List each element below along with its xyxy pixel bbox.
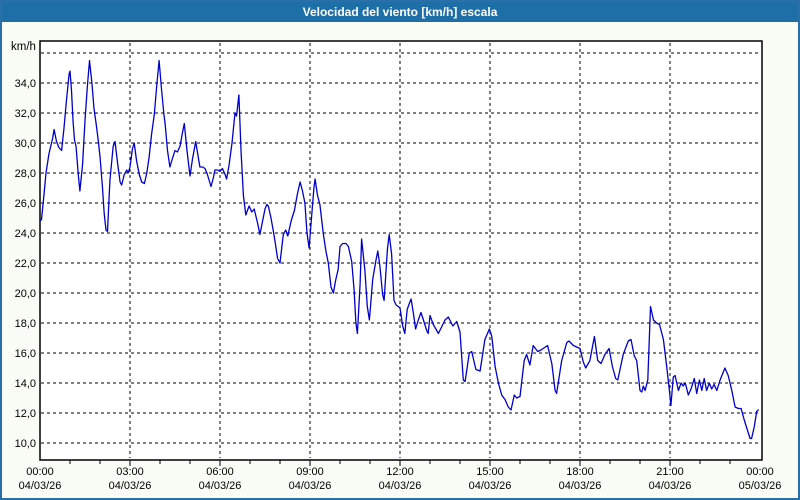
x-tick-date: 04/03/26 (289, 480, 332, 492)
x-tick-time: 12:00 (386, 466, 414, 478)
y-tick-label: 10,0 (15, 438, 36, 450)
x-tick-time: 18:00 (566, 466, 594, 478)
window-titlebar: Velocidad del viento [km/h] escala (2, 2, 798, 22)
y-tick-label: 18,0 (15, 318, 36, 330)
y-tick-label: 32,0 (15, 108, 36, 120)
y-tick-label: 14,0 (15, 378, 36, 390)
x-tick-date: 05/03/26 (739, 480, 782, 492)
y-tick-label: 16,0 (15, 348, 36, 360)
x-tick-date: 04/03/26 (19, 480, 62, 492)
y-tick-label: 30,0 (15, 138, 36, 150)
x-tick-date: 04/03/26 (559, 480, 602, 492)
y-tick-label: 28,0 (15, 168, 36, 180)
y-tick-label: 34,0 (15, 78, 36, 90)
x-tick-time: 00:00 (746, 466, 774, 478)
x-tick-time: 03:00 (116, 466, 144, 478)
x-tick-date: 04/03/26 (379, 480, 422, 492)
x-tick-time: 00:00 (26, 466, 54, 478)
y-tick-label: 12,0 (15, 408, 36, 420)
y-tick-label: 22,0 (15, 258, 36, 270)
x-tick-date: 04/03/26 (109, 480, 152, 492)
x-tick-date: 04/03/26 (649, 480, 692, 492)
wind-speed-line (39, 59, 759, 440)
y-tick-label: 26,0 (15, 198, 36, 210)
x-tick-time: 15:00 (476, 466, 504, 478)
y-tick-label: 20,0 (15, 288, 36, 300)
window-title: Velocidad del viento [km/h] escala (302, 5, 498, 19)
x-tick-time: 06:00 (206, 466, 234, 478)
y-tick-label: 24,0 (15, 228, 36, 240)
plot-border (39, 40, 763, 461)
x-tick-time: 21:00 (656, 466, 684, 478)
x-tick-date: 04/03/26 (469, 480, 512, 492)
x-tick-date: 04/03/26 (199, 480, 242, 492)
y-axis-unit-label: km/h (11, 41, 36, 53)
x-tick-time: 09:00 (296, 466, 324, 478)
